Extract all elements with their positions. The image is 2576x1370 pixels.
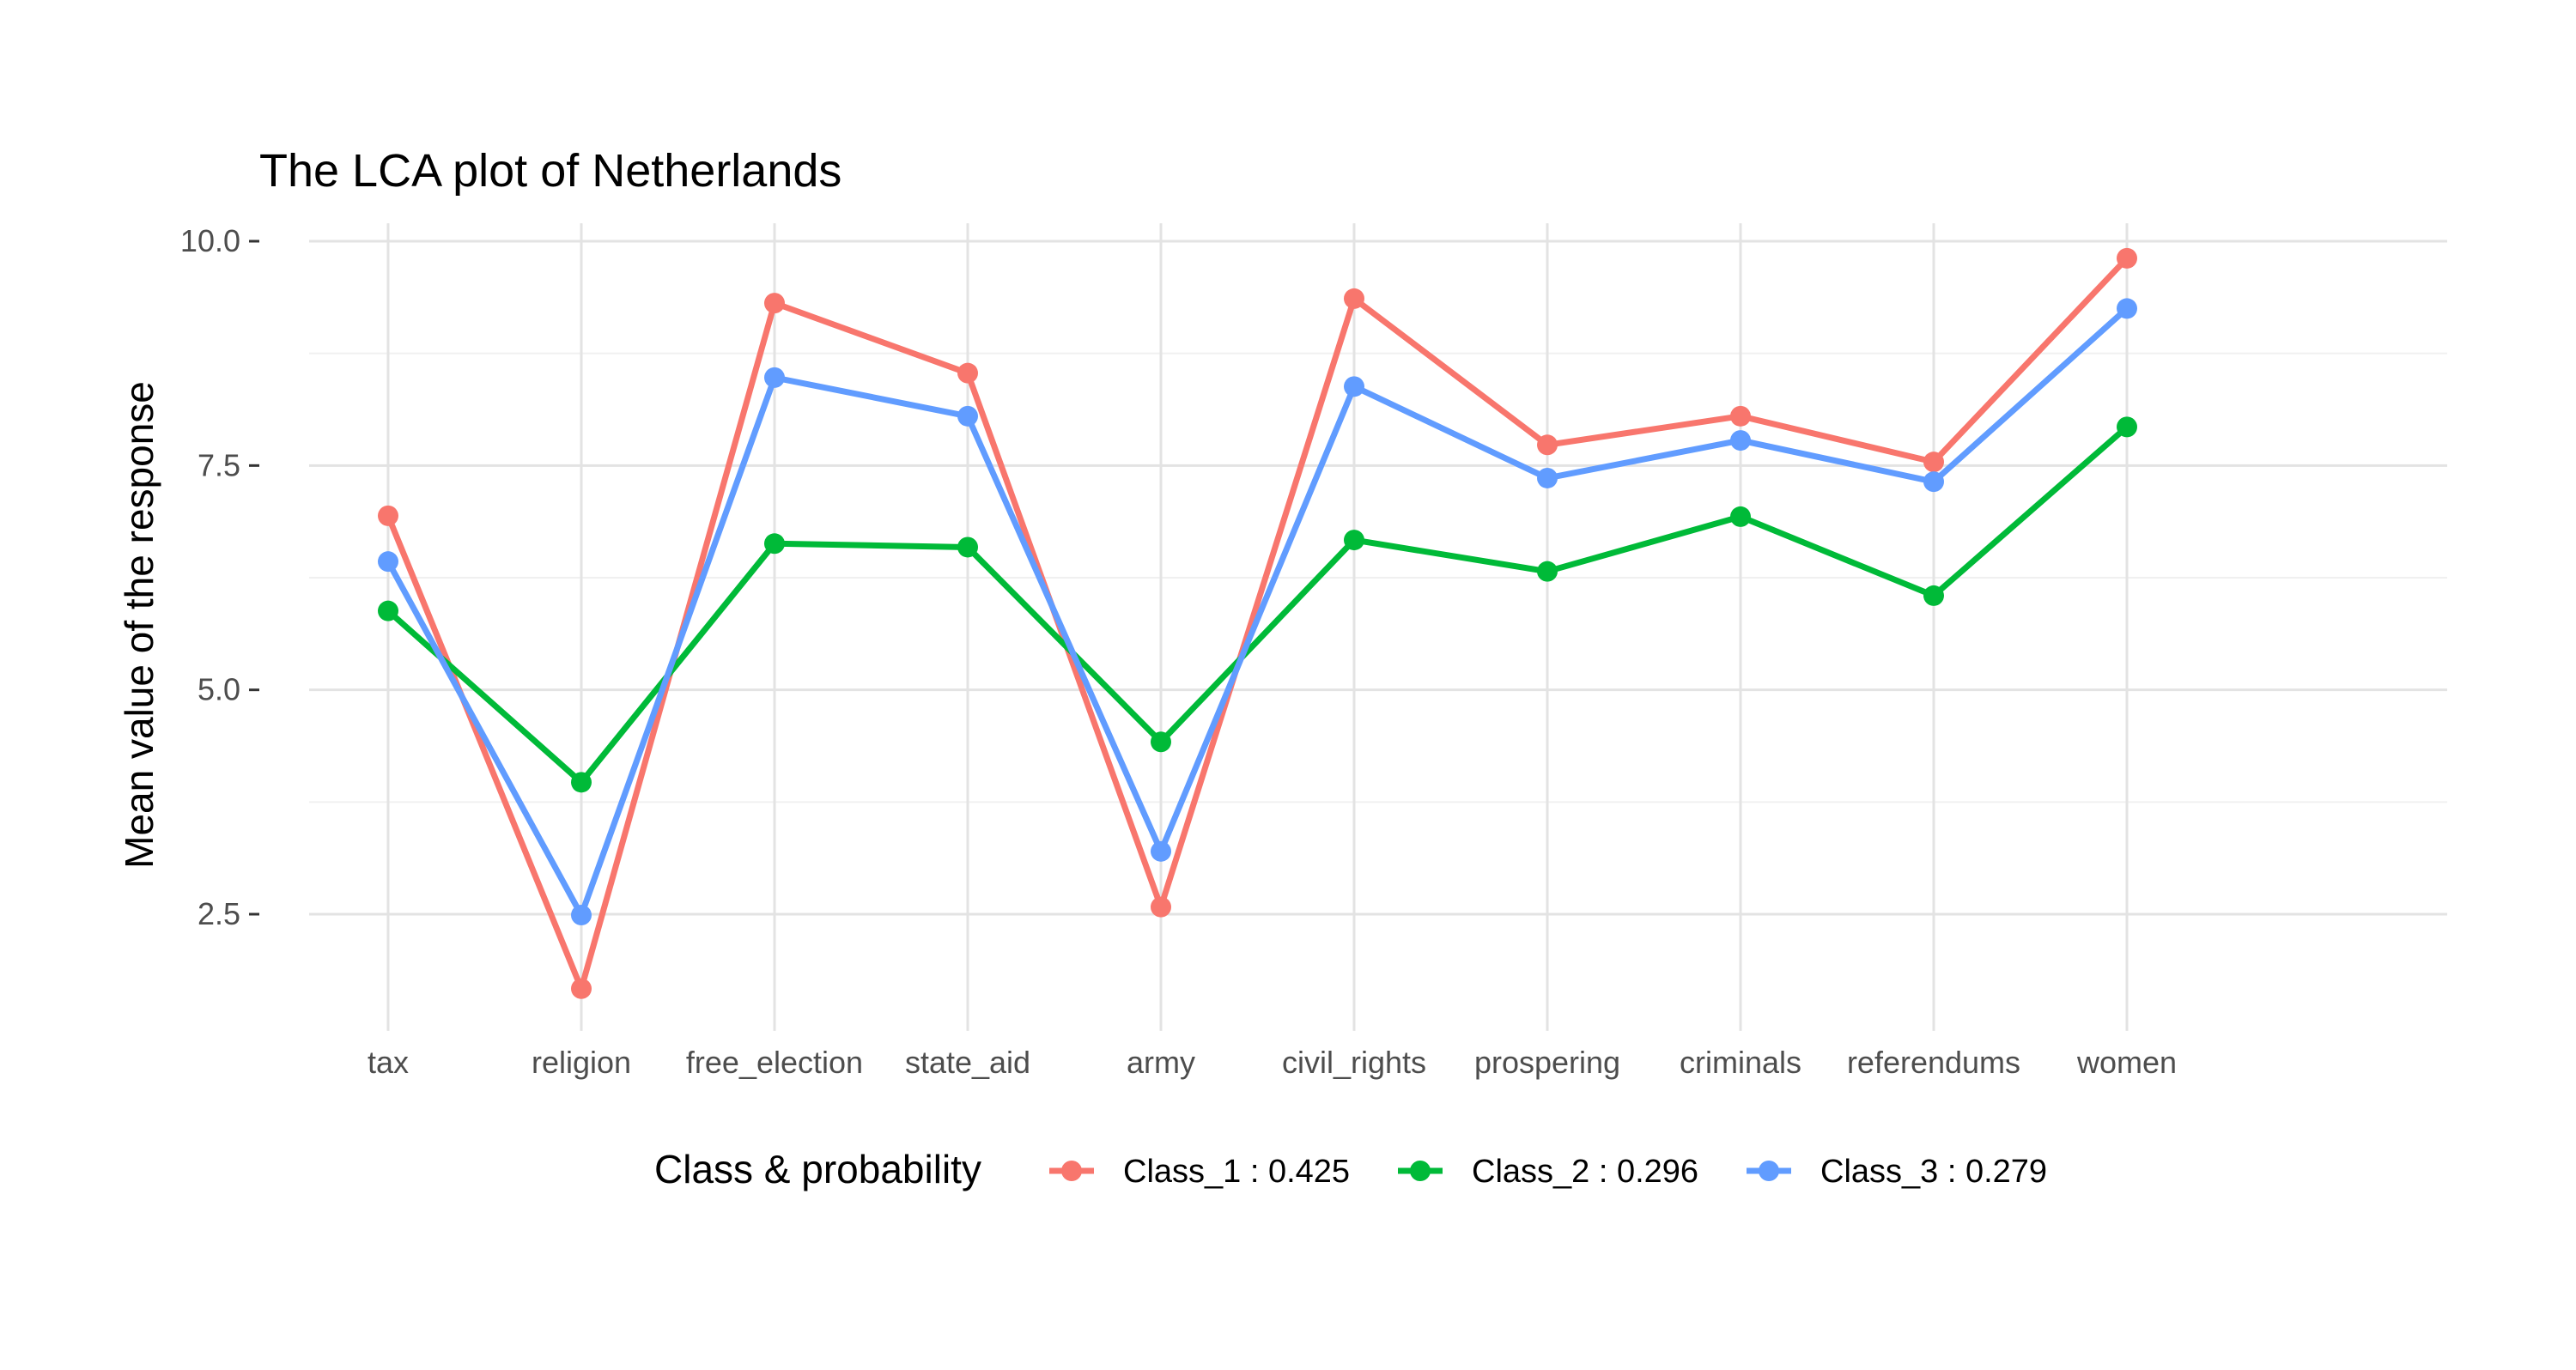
data-point: [1151, 840, 1171, 862]
data-point: [571, 905, 592, 926]
x-tick-label: civil_rights: [1282, 1045, 1426, 1080]
series-2: [378, 416, 2137, 793]
series-layer: [378, 247, 2137, 999]
data-point: [378, 505, 398, 526]
data-point: [1730, 430, 1751, 452]
data-point: [957, 536, 978, 558]
x-tick-label: tax: [368, 1045, 409, 1080]
data-point: [1344, 376, 1364, 397]
x-tick-label: free_election: [686, 1045, 863, 1080]
legend-item: Class_2 : 0.296: [1398, 1154, 1698, 1190]
legend-item: Class_1 : 0.425: [1049, 1154, 1350, 1190]
data-point: [764, 293, 785, 314]
data-point: [1730, 405, 1751, 427]
x-tick-label: referendums: [1847, 1045, 2020, 1080]
data-point: [1923, 585, 1944, 606]
axis-layer: 2.5 5.0 7.5 10.0 tax religion free_election sta…: [180, 223, 2177, 1080]
x-tick-label: criminals: [1680, 1045, 1801, 1080]
data-point: [1537, 467, 1558, 488]
data-point: [2117, 247, 2137, 269]
data-point: [1344, 530, 1364, 551]
data-point: [1730, 506, 1751, 527]
x-tick-label: religion: [532, 1045, 631, 1080]
series-line: [386, 424, 2129, 785]
data-point: [1151, 896, 1171, 918]
legend-label: Class_1 : 0.425: [1123, 1154, 1350, 1190]
data-point: [378, 600, 398, 621]
data-point: [1923, 471, 1944, 493]
legend-key-point: [1759, 1161, 1779, 1181]
legend: Class & probability Class_1 : 0.425 Class…: [654, 1147, 2047, 1191]
data-point: [378, 551, 398, 573]
data-point: [1537, 434, 1558, 456]
grid-layer: [309, 223, 2447, 1031]
data-point: [1923, 452, 1944, 473]
y-axis-label: Mean value of the response: [117, 381, 161, 869]
x-tick-label: women: [2076, 1045, 2177, 1080]
data-point: [1537, 561, 1558, 582]
legend-key-point: [1061, 1161, 1082, 1181]
data-point: [2117, 416, 2137, 438]
x-tick-label: prospering: [1474, 1045, 1620, 1080]
legend-item: Class_3 : 0.279: [1747, 1154, 2047, 1190]
data-point: [764, 367, 785, 388]
series-line: [385, 306, 2129, 918]
data-point: [1344, 288, 1364, 309]
y-tick-label: 5.0: [197, 672, 240, 707]
legend-label: Class_2 : 0.296: [1472, 1154, 1698, 1190]
legend-title: Class & probability: [654, 1147, 981, 1191]
y-tick-label: 7.5: [197, 447, 240, 482]
data-point: [2117, 298, 2137, 319]
chart-title: The LCA plot of Netherlands: [259, 145, 841, 197]
data-point: [957, 405, 978, 427]
y-tick-label: 10.0: [180, 223, 240, 258]
data-point: [571, 772, 592, 793]
data-point: [764, 533, 785, 555]
legend-label: Class_3 : 0.279: [1820, 1154, 2047, 1190]
data-point: [1151, 731, 1171, 753]
series-3: [378, 298, 2137, 926]
data-point: [571, 978, 592, 999]
x-tick-label: army: [1127, 1045, 1195, 1080]
legend-key-point: [1410, 1161, 1431, 1181]
data-point: [957, 362, 978, 384]
y-tick-label: 2.5: [197, 896, 240, 931]
x-tick-label: state_aid: [905, 1045, 1030, 1080]
